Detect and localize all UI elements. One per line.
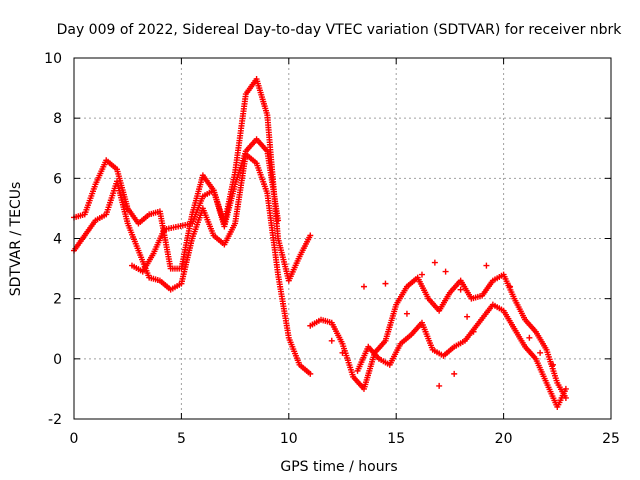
data-point xyxy=(507,283,514,290)
y-tick-label: 4 xyxy=(53,232,62,248)
y-axis-label: SDTVAR / TECUs xyxy=(8,182,24,297)
y-tick-label: 2 xyxy=(53,292,62,308)
data-point xyxy=(562,385,569,392)
data-point xyxy=(431,259,438,266)
y-tick-label: 10 xyxy=(44,51,62,67)
data-point xyxy=(451,370,458,377)
x-tick-label: 0 xyxy=(70,431,79,447)
data-point xyxy=(339,349,346,356)
data-point xyxy=(307,370,314,377)
x-tick-label: 20 xyxy=(495,431,513,447)
data-point xyxy=(328,337,335,344)
data-point xyxy=(403,310,410,317)
x-tick-label: 15 xyxy=(387,431,405,447)
axis-ticks: 0 5 10 15 20 25 -2 0 2 4 6 8 10 xyxy=(44,51,620,447)
y-tick-label: 6 xyxy=(53,171,62,187)
x-tick-label: 10 xyxy=(280,431,298,447)
data-point xyxy=(442,268,449,275)
data-points xyxy=(71,76,569,410)
data-point xyxy=(382,280,389,287)
data-point xyxy=(470,328,477,335)
grid xyxy=(74,58,611,419)
chart-title: Day 009 of 2022, Sidereal Day-to-day VTE… xyxy=(57,22,623,38)
data-point xyxy=(307,232,314,239)
y-tick-label: -2 xyxy=(48,412,62,428)
data-point xyxy=(550,361,557,368)
data-point xyxy=(537,349,544,356)
data-point xyxy=(464,313,471,320)
data-point xyxy=(418,271,425,278)
data-point xyxy=(275,217,282,224)
data-point xyxy=(483,262,490,269)
y-tick-label: 8 xyxy=(53,111,62,127)
x-axis-label: GPS time / hours xyxy=(280,459,397,475)
data-point xyxy=(457,286,464,293)
x-tick-label: 5 xyxy=(177,431,186,447)
x-tick-label: 25 xyxy=(602,431,620,447)
data-point xyxy=(526,334,533,341)
y-tick-label: 0 xyxy=(53,352,62,368)
data-point xyxy=(360,283,367,290)
data-point xyxy=(436,382,443,389)
